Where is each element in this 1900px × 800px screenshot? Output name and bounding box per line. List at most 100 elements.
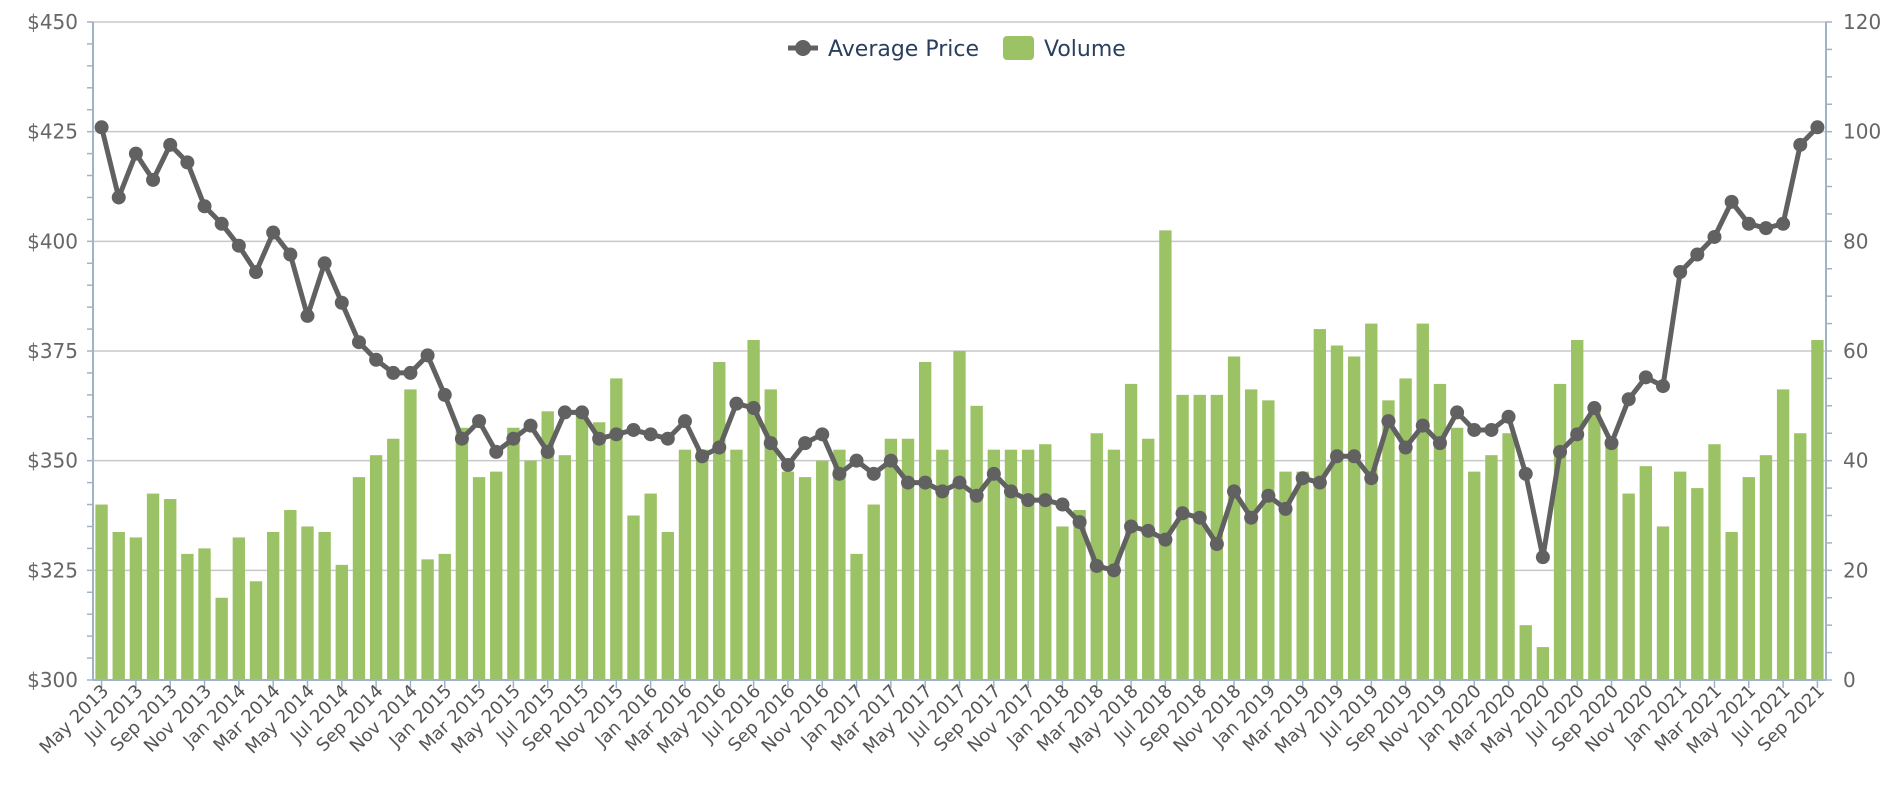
average-price-point[interactable] — [746, 401, 761, 416]
volume-bar[interactable] — [936, 449, 949, 680]
volume-bar[interactable] — [1742, 477, 1755, 680]
average-price-point[interactable] — [986, 466, 1001, 481]
average-price-point[interactable] — [866, 466, 881, 481]
average-price-point[interactable] — [523, 418, 538, 433]
volume-bar[interactable] — [1142, 438, 1155, 680]
volume-bar[interactable] — [987, 449, 1000, 680]
volume-bar[interactable] — [1193, 394, 1206, 680]
volume-bar[interactable] — [730, 449, 743, 680]
average-price-point[interactable] — [677, 414, 692, 429]
volume-bar[interactable] — [421, 559, 434, 680]
average-price-point[interactable] — [1655, 379, 1670, 394]
average-price-point[interactable] — [557, 405, 572, 420]
average-price-point[interactable] — [403, 365, 418, 380]
volume-bar[interactable] — [1433, 383, 1447, 680]
average-price-point[interactable] — [300, 308, 315, 323]
volume-bar[interactable] — [1588, 405, 1601, 680]
volume-bar[interactable] — [747, 340, 760, 680]
average-price-point[interactable] — [1261, 488, 1276, 503]
average-price-point[interactable] — [1175, 506, 1190, 521]
volume-bar[interactable] — [490, 471, 503, 680]
average-price-point[interactable] — [815, 427, 830, 442]
average-price-point[interactable] — [1364, 471, 1379, 486]
average-price-point[interactable] — [1158, 532, 1173, 547]
volume-bar[interactable] — [387, 438, 400, 680]
volume-bar[interactable] — [198, 548, 211, 680]
average-price-point[interactable] — [146, 172, 161, 187]
average-price-point[interactable] — [712, 440, 727, 455]
volume-bar[interactable] — [181, 553, 194, 680]
average-price-point[interactable] — [197, 199, 212, 214]
average-price-point[interactable] — [1072, 515, 1087, 530]
volume-bar[interactable] — [713, 361, 726, 680]
volume-bar[interactable] — [455, 427, 469, 680]
volume-bar[interactable] — [970, 405, 983, 680]
volume-bar[interactable] — [335, 564, 348, 680]
average-price-point[interactable] — [660, 431, 675, 446]
average-price-point[interactable] — [1501, 409, 1516, 424]
volume-bar[interactable] — [524, 460, 537, 680]
average-price-point[interactable] — [420, 348, 435, 363]
average-price-point[interactable] — [1227, 484, 1242, 499]
volume-bar[interactable] — [764, 389, 777, 680]
volume-bar[interactable] — [318, 531, 331, 680]
average-price-point[interactable] — [437, 387, 452, 402]
average-price-point[interactable] — [1141, 523, 1156, 538]
volume-bar[interactable] — [1450, 427, 1464, 680]
volume-bar[interactable] — [541, 411, 554, 680]
average-price-point[interactable] — [935, 484, 950, 499]
volume-bar[interactable] — [369, 455, 383, 680]
volume-bar[interactable] — [919, 361, 932, 680]
average-price-point[interactable] — [1450, 405, 1465, 420]
average-price-point[interactable] — [334, 295, 349, 310]
volume-bar[interactable] — [678, 449, 692, 680]
volume-bar[interactable] — [558, 455, 572, 680]
average-price-point[interactable] — [1621, 392, 1636, 407]
average-price-point[interactable] — [94, 120, 109, 135]
average-price-point[interactable] — [1724, 194, 1739, 209]
average-price-point[interactable] — [918, 475, 933, 490]
volume-bar[interactable] — [1536, 647, 1550, 680]
volume-bar[interactable] — [1673, 471, 1687, 680]
average-price-point[interactable] — [1124, 519, 1139, 534]
volume-bar[interactable] — [592, 422, 606, 680]
average-price-point[interactable] — [1535, 550, 1550, 565]
volume-bar[interactable] — [781, 471, 795, 680]
average-price-point[interactable] — [1209, 537, 1224, 552]
average-price-point[interactable] — [849, 453, 864, 468]
average-price-point[interactable] — [575, 405, 590, 420]
average-price-point[interactable] — [128, 146, 143, 161]
average-price-point[interactable] — [283, 247, 298, 262]
volume-bar[interactable] — [164, 499, 177, 680]
volume-bar[interactable] — [1691, 488, 1704, 680]
volume-bar[interactable] — [438, 553, 451, 680]
average-price-point[interactable] — [1106, 563, 1121, 578]
volume-bar[interactable] — [266, 531, 280, 680]
average-price-point[interactable] — [506, 431, 521, 446]
average-price-point[interactable] — [1003, 484, 1018, 499]
average-price-point[interactable] — [729, 396, 744, 411]
average-price-point[interactable] — [883, 453, 898, 468]
volume-bar[interactable] — [1159, 230, 1172, 680]
volume-bar[interactable] — [867, 504, 880, 680]
volume-bar[interactable] — [1365, 323, 1378, 680]
legend-item-average-price[interactable]: Average Price — [788, 37, 979, 62]
volume-bar[interactable] — [129, 537, 143, 680]
average-price-point[interactable] — [1518, 466, 1533, 481]
volume-bar[interactable] — [1056, 526, 1069, 680]
volume-bar[interactable] — [833, 449, 846, 680]
volume-bar[interactable] — [1759, 455, 1773, 680]
average-price-point[interactable] — [1244, 510, 1259, 525]
average-price-point[interactable] — [1347, 449, 1362, 464]
average-price-point[interactable] — [901, 475, 916, 490]
legend-item-volume[interactable]: Volume — [1003, 36, 1126, 62]
volume-bar[interactable] — [798, 477, 812, 680]
average-price-point[interactable] — [1038, 493, 1053, 508]
volume-bar[interactable] — [850, 553, 863, 680]
average-price-point[interactable] — [214, 216, 229, 231]
volume-bar[interactable] — [284, 510, 297, 680]
volume-bar[interactable] — [644, 493, 657, 680]
average-price-point[interactable] — [832, 466, 847, 481]
volume-bar[interactable] — [1313, 329, 1327, 680]
volume-bar[interactable] — [1296, 471, 1309, 680]
